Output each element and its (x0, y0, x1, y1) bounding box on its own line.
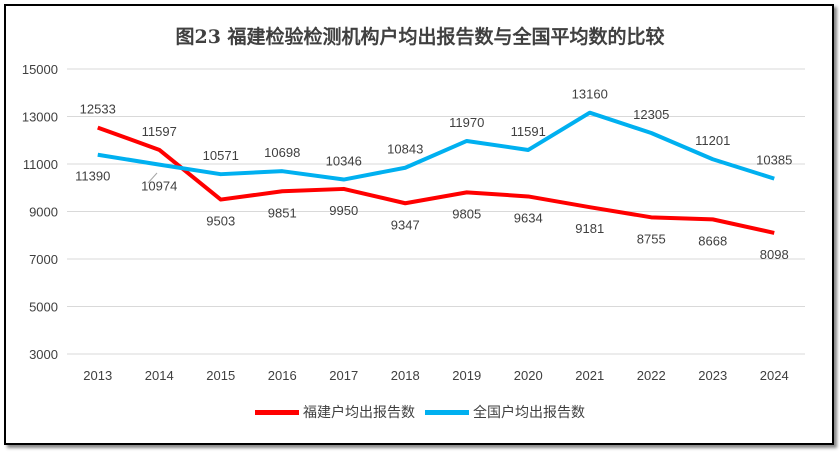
y-tick-label: 15000 (22, 62, 58, 77)
data-label: 10571 (203, 148, 239, 163)
y-tick-label: 13000 (22, 110, 58, 125)
legend-swatch (255, 409, 299, 415)
legend-item-national: 全国户均出报告数 (425, 402, 585, 422)
data-label: 11390 (75, 169, 110, 184)
series-line-0 (97, 125, 775, 235)
data-label: 11970 (449, 115, 484, 130)
data-label: 10346 (326, 154, 362, 169)
data-label: 8668 (698, 233, 727, 248)
x-tick-label: 2023 (698, 368, 727, 383)
x-tick-label: 2020 (514, 368, 543, 383)
y-tick-label: 9000 (29, 205, 58, 220)
data-label: 11591 (511, 124, 546, 139)
x-tick-label: 2017 (329, 368, 358, 383)
data-label: 11597 (142, 124, 177, 139)
legend-item-fujian: 福建户均出报告数 (255, 402, 415, 422)
legend-label: 全国户均出报告数 (473, 404, 585, 420)
data-label: 9805 (452, 206, 481, 221)
data-label: 9851 (268, 205, 297, 220)
legend-swatch (425, 409, 469, 415)
y-tick-label: 3000 (29, 347, 58, 362)
data-label: 13160 (572, 87, 608, 102)
data-label: 9347 (391, 217, 420, 232)
legend: 福建户均出报告数 全国户均出报告数 (0, 402, 840, 422)
x-tick-label: 2021 (575, 368, 604, 383)
x-tick-label: 2016 (268, 368, 297, 383)
data-label: 10698 (264, 145, 300, 160)
leader-line (147, 172, 158, 184)
data-label: 11201 (695, 133, 730, 148)
x-tick-label: 2015 (206, 368, 235, 383)
x-tick-label: 2019 (452, 368, 481, 383)
data-label: 8098 (760, 247, 789, 262)
data-label: 8755 (637, 231, 666, 246)
data-label: 10385 (756, 153, 792, 168)
data-label: 10974 (141, 179, 177, 194)
x-tick-label: 2018 (391, 368, 420, 383)
y-tick-label: 7000 (29, 252, 58, 267)
chart-title: 图23 福建检验检测机构户均出报告数与全国平均数的比较 (175, 26, 665, 48)
data-label: 9950 (329, 203, 358, 218)
y-tick-label: 11000 (23, 157, 58, 172)
x-tick-label: 2014 (145, 368, 174, 383)
x-tick-label: 2024 (760, 368, 789, 383)
data-label: 9181 (575, 221, 604, 236)
legend-label: 福建户均出报告数 (303, 404, 415, 420)
x-tick-label: 2022 (637, 368, 666, 383)
data-label: 10843 (387, 142, 423, 157)
data-label: 12533 (80, 102, 116, 117)
data-label: 12305 (633, 107, 669, 122)
data-label: 9503 (206, 214, 235, 229)
x-tick-label: 2013 (83, 368, 112, 383)
data-label: 9634 (514, 210, 543, 225)
y-tick-label: 5000 (29, 300, 58, 315)
series-line-1 (97, 110, 775, 182)
chart-frame (4, 4, 834, 445)
